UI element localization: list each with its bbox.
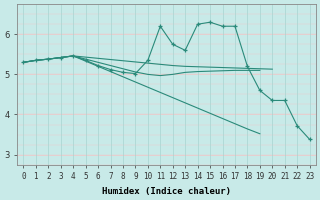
X-axis label: Humidex (Indice chaleur): Humidex (Indice chaleur) xyxy=(102,187,231,196)
